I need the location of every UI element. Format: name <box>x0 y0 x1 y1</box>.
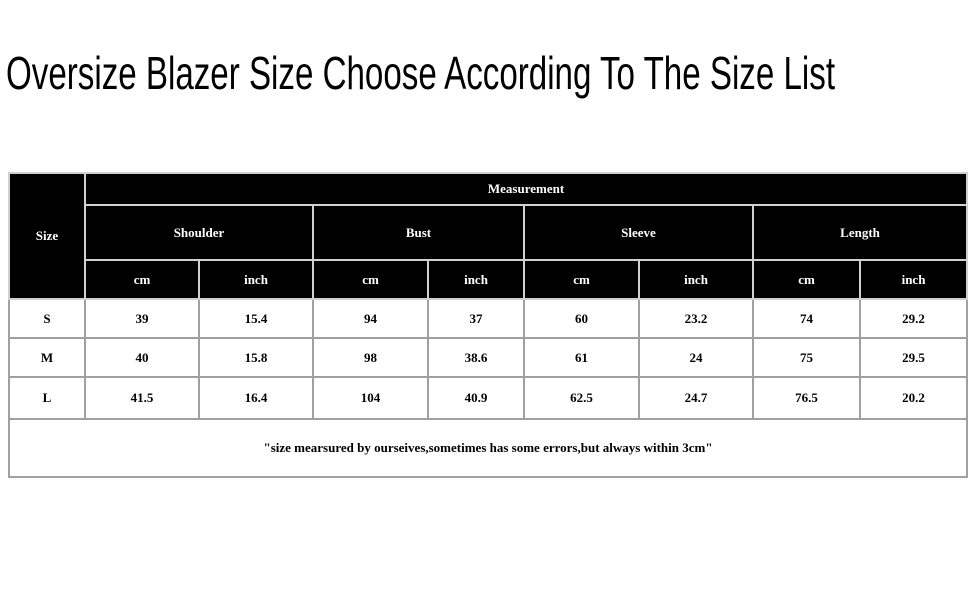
value-cell: 24 <box>638 337 754 378</box>
value-cell: 29.5 <box>858 337 969 378</box>
value-cell: 75 <box>752 337 861 378</box>
value-cell: 40.9 <box>427 376 525 420</box>
value-cell: 29.2 <box>858 298 969 339</box>
table-row: L 41.5 16.4 104 40.9 62.5 24.7 76.5 20.2 <box>8 376 969 420</box>
unit-header: cm <box>523 259 640 300</box>
value-cell: 24.7 <box>638 376 754 420</box>
size-cell: S <box>8 298 86 339</box>
value-cell: 23.2 <box>638 298 754 339</box>
group-header: Sleeve <box>523 204 754 261</box>
value-cell: 38.6 <box>427 337 525 378</box>
measurement-header: Measurement <box>83 172 969 206</box>
page-title: Oversize Blazer Size Choose According To… <box>6 47 836 99</box>
value-cell: 104 <box>312 376 429 420</box>
value-cell: 16.4 <box>198 376 314 420</box>
value-cell: 15.4 <box>198 298 314 339</box>
unit-header: cm <box>312 259 429 300</box>
table-row: M 40 15.8 98 38.6 61 24 75 29.5 <box>8 337 969 378</box>
value-cell: 20.2 <box>858 376 969 420</box>
value-cell: 15.8 <box>198 337 314 378</box>
value-cell: 94 <box>312 298 429 339</box>
unit-header: inch <box>427 259 525 300</box>
value-cell: 98 <box>312 337 429 378</box>
size-header: Size <box>8 172 86 300</box>
unit-header: cm <box>752 259 861 300</box>
group-header: Bust <box>312 204 525 261</box>
unit-header: cm <box>84 259 200 300</box>
measurement-note: "size mearsured by ourseives,sometimes h… <box>7 418 969 478</box>
value-cell: 61 <box>523 337 640 378</box>
group-header: Shoulder <box>84 204 314 261</box>
group-header: Length <box>751 204 969 261</box>
value-cell: 60 <box>523 298 640 339</box>
unit-header: inch <box>638 259 754 300</box>
value-cell: 39 <box>84 298 200 339</box>
unit-header: inch <box>858 259 969 300</box>
table-row: S 39 15.4 94 37 60 23.2 74 29.2 <box>8 298 969 339</box>
size-cell: M <box>8 337 86 378</box>
unit-header: inch <box>198 259 314 300</box>
value-cell: 74 <box>752 298 861 339</box>
value-cell: 62.5 <box>523 376 640 420</box>
value-cell: 41.5 <box>84 376 200 420</box>
size-chart-table: Size Measurement Shoulder Bust Sleeve Le… <box>7 172 969 478</box>
size-cell: L <box>8 376 86 420</box>
value-cell: 40 <box>84 337 200 378</box>
value-cell: 37 <box>427 298 525 339</box>
value-cell: 76.5 <box>752 376 861 420</box>
